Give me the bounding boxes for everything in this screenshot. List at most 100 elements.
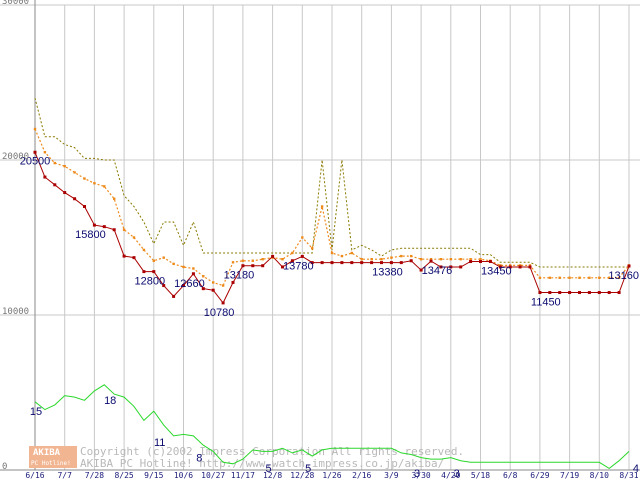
data-point-avg-price (518, 264, 522, 267)
data-point-avg-price (281, 258, 284, 261)
data-point-avg-price (311, 247, 314, 250)
data-point-min-price (469, 260, 473, 264)
x-tick-label: 6/29 (530, 471, 549, 480)
data-point-min-price (627, 264, 631, 268)
data-point-min-price (558, 291, 562, 295)
data-labels: 20500 15800 12800 12660 10780 13180 13780 13380… (20, 155, 639, 480)
data-point-min-price (172, 294, 176, 298)
data-point-min-price (449, 265, 453, 269)
x-tick-label: 2/16 (352, 471, 371, 480)
data-point-avg-price (93, 182, 96, 185)
data-point-avg-price (43, 151, 47, 154)
data-label: 3 (414, 468, 420, 480)
data-point-avg-price (390, 256, 393, 259)
x-tick-label: 3/9 (384, 471, 399, 480)
data-point-min-price (251, 264, 255, 268)
x-tick-label: 10/27 (201, 471, 225, 480)
data-point-min-price (142, 270, 146, 274)
data-point-avg-price (340, 254, 344, 258)
data-point-avg-price (429, 258, 433, 261)
data-point-avg-price (499, 264, 502, 267)
data-label: 12660 (174, 278, 205, 290)
data-label: 5 (266, 463, 272, 475)
data-point-min-price (182, 284, 185, 288)
data-point-avg-price (33, 127, 37, 131)
data-point-avg-price (162, 256, 165, 259)
data-point-min-price (43, 175, 47, 179)
data-label: 13380 (372, 267, 403, 279)
data-label: 10780 (204, 307, 235, 319)
data-point-avg-price (509, 264, 512, 267)
data-point-min-price (122, 254, 126, 258)
data-point-min-price (439, 265, 443, 269)
data-point-min-price (211, 288, 215, 292)
data-label: 4 (633, 463, 639, 475)
data-point-min-price (231, 280, 235, 284)
data-point-min-price (112, 228, 116, 232)
data-point-avg-price (113, 197, 116, 200)
x-tick-label: 7/7 (57, 471, 72, 480)
series-layer (33, 97, 631, 470)
data-point-avg-price (360, 258, 363, 261)
akiba-logo: AKIBA PC Hotline! (29, 446, 77, 468)
y-tick-label: 10000 (2, 307, 29, 317)
data-point-avg-price (301, 236, 304, 239)
data-label: 13476 (422, 265, 453, 277)
data-label: 8 (196, 452, 202, 464)
data-point-min-price (73, 197, 77, 201)
data-point-avg-price (598, 276, 601, 279)
data-point-min-price (498, 265, 502, 269)
data-point-min-price (518, 265, 522, 269)
data-point-avg-price (400, 254, 403, 258)
data-label: 15800 (75, 229, 106, 241)
data-point-avg-price (251, 259, 254, 262)
data-point-min-price (568, 291, 572, 295)
data-label: 11450 (531, 297, 561, 309)
data-point-avg-price (617, 276, 621, 279)
data-point-min-price (201, 287, 205, 291)
series-line-max-price (34, 97, 629, 268)
x-tick-label: 3/30 (411, 471, 430, 480)
data-point-avg-price (83, 177, 86, 180)
data-point-min-price (597, 291, 601, 295)
data-point-avg-price (578, 276, 581, 279)
data-point-avg-price (291, 251, 294, 255)
data-label: 15 (30, 406, 42, 418)
data-point-min-price (429, 259, 433, 263)
data-point-min-price (340, 261, 344, 265)
data-point-avg-price (479, 258, 482, 261)
x-tick-label: 5/18 (471, 471, 490, 480)
data-label: 13450 (481, 266, 512, 278)
data-point-min-price (92, 223, 96, 227)
data-point-min-price (508, 265, 512, 269)
x-tick-label: 12/8 (263, 471, 282, 480)
data-point-avg-price (439, 258, 443, 261)
x-tick-label: 6/16 (25, 471, 44, 480)
data-point-avg-price (350, 251, 353, 255)
data-point-min-price (488, 260, 492, 264)
data-point-avg-price (132, 236, 136, 239)
data-point-avg-price (63, 165, 66, 168)
data-point-min-price (63, 191, 67, 195)
logo-subtext: PC Hotline! (31, 460, 71, 467)
data-point-min-price (221, 301, 225, 305)
data-point-min-price (320, 261, 324, 265)
data-point-min-price (479, 260, 482, 264)
data-point-avg-price (152, 259, 155, 262)
data-point-avg-price (608, 276, 611, 279)
data-point-avg-price (182, 265, 185, 269)
y-tick-label: 0 (2, 462, 7, 472)
data-point-avg-price (53, 161, 56, 165)
data-point-min-price (617, 291, 621, 295)
data-point-avg-price (380, 258, 383, 261)
data-point-min-price (191, 272, 195, 276)
data-point-min-price (290, 259, 294, 263)
x-tick-label: 10/6 (174, 471, 193, 480)
data-point-avg-price (142, 248, 146, 252)
x-tick-label: 7/28 (85, 471, 104, 480)
data-point-avg-price (459, 258, 462, 261)
data-point-min-price (33, 150, 37, 154)
data-point-avg-price (410, 254, 413, 258)
